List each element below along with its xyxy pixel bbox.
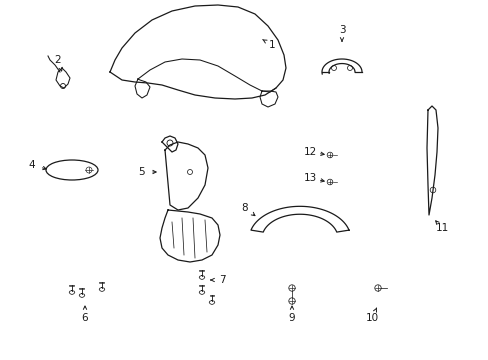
Text: 1: 1 xyxy=(268,40,275,50)
Text: 2: 2 xyxy=(55,55,61,65)
Text: 7: 7 xyxy=(218,275,225,285)
Text: 4: 4 xyxy=(29,160,35,170)
Text: 10: 10 xyxy=(365,313,378,323)
Text: 12: 12 xyxy=(303,147,316,157)
Text: 5: 5 xyxy=(139,167,145,177)
Text: 11: 11 xyxy=(434,223,447,233)
Text: 8: 8 xyxy=(241,203,248,213)
Text: 9: 9 xyxy=(288,313,295,323)
Text: 6: 6 xyxy=(81,313,88,323)
Text: 13: 13 xyxy=(303,173,316,183)
Text: 3: 3 xyxy=(338,25,345,35)
